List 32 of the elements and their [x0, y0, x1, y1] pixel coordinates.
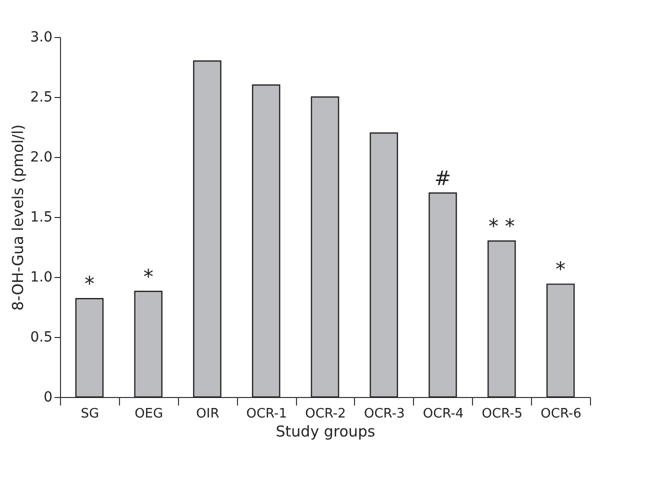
- bar: [252, 84, 280, 398]
- y-tick-label: 1.5: [30, 210, 52, 226]
- bar: [310, 96, 340, 398]
- bar: [428, 192, 457, 398]
- x-tick-label: OCR-3: [364, 406, 405, 422]
- x-tick-label: OCR-2: [305, 406, 346, 422]
- bar: [193, 60, 222, 398]
- y-tick-label: 0.5: [30, 330, 52, 346]
- bar: [75, 298, 104, 398]
- x-tick-label: OCR-6: [540, 406, 582, 422]
- x-tick-label: OCR-4: [422, 406, 464, 422]
- x-tick-label: SG: [80, 406, 100, 422]
- annotation: *: [84, 272, 94, 296]
- bar: [370, 132, 398, 398]
- y-tick-label: 1.0: [30, 270, 52, 286]
- bar: [134, 290, 162, 398]
- annotation: *: [556, 257, 566, 282]
- annotation: *: [143, 264, 154, 288]
- x-tick-label: OCR-5: [482, 406, 523, 422]
- x-tick-label: OIR: [196, 406, 220, 422]
- y-tick-label: 3.0: [30, 30, 52, 46]
- y-tick-label: 2.5: [30, 90, 52, 106]
- bar: [488, 240, 516, 398]
- y-tick-label: 0: [44, 390, 52, 406]
- x-tick-label: OEG: [134, 406, 164, 422]
- annotation: * *: [488, 214, 515, 238]
- y-tick-label: 2.0: [30, 150, 52, 166]
- annotation: #: [434, 166, 452, 190]
- x-axis-title: Study groups: [276, 422, 376, 440]
- x-tick-label: OCR-1: [246, 406, 287, 422]
- bar: [546, 284, 575, 398]
- y-axis-title: 8-OH-Gua levels (pmol/l): [9, 124, 28, 311]
